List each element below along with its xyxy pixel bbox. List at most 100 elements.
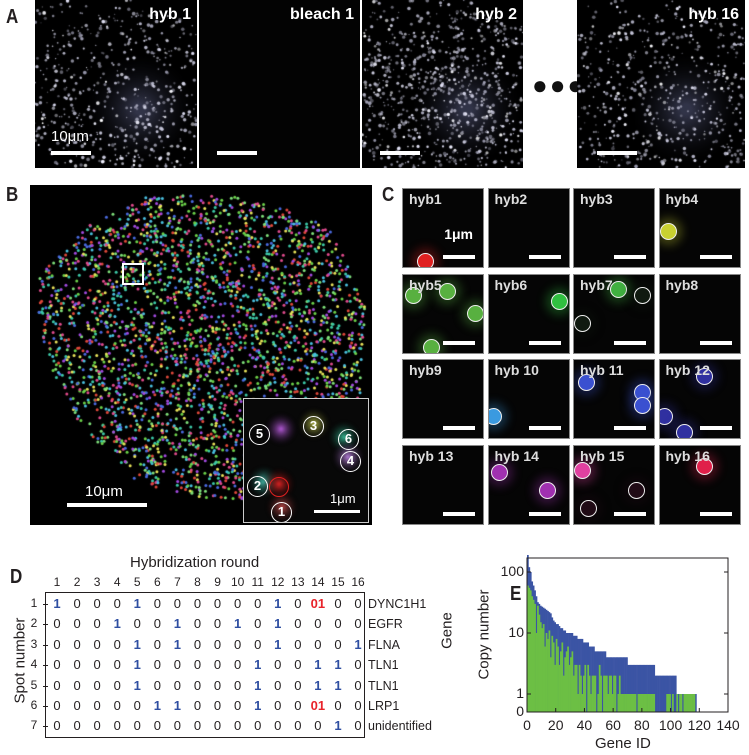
micrograph-hyb2: hyb 2: [362, 0, 523, 168]
x-axis-label: Gene ID: [595, 735, 651, 752]
barcode-cell: 0: [213, 596, 222, 611]
panel-label-d: D: [10, 566, 23, 588]
barcode-cell: 0: [354, 677, 362, 693]
bar-subset-50: [598, 664, 601, 712]
barcode-table: [45, 592, 365, 738]
tile-hyb-16: hyb 16: [658, 444, 741, 525]
barcode-cell: 1: [173, 636, 182, 652]
bar-total-80: [641, 664, 644, 712]
barcode-cell: 0: [153, 677, 161, 693]
x-tick-label: 0: [523, 717, 531, 733]
bar-subset-80: [641, 694, 644, 712]
barcode-cell: 0: [213, 718, 222, 734]
column-header: 3: [93, 575, 101, 589]
bar-subset-114: [690, 694, 693, 712]
bar-total-44: [590, 646, 592, 712]
bar-total-67: [623, 657, 625, 712]
spot-circle: [659, 408, 673, 425]
bar-total-63: [617, 657, 620, 712]
bar-subset-20: [555, 638, 558, 712]
row-header: 4: [30, 657, 38, 672]
column-header: 6: [154, 575, 161, 589]
row-tick: [43, 685, 48, 687]
barcode-cell: 0: [113, 636, 121, 652]
barcode-cell: 1: [334, 677, 342, 693]
barcode-cell: 1: [314, 657, 322, 673]
barcode-cell: 0: [294, 636, 302, 652]
inset-spot-3: 3: [303, 416, 324, 437]
zoom-region-box: [122, 263, 144, 285]
panel-label-e: E: [510, 583, 522, 605]
barcode-cell: 0: [73, 616, 81, 632]
row-tick: [43, 604, 48, 605]
barcode-cell: 0: [193, 677, 202, 693]
bar-subset-56: [607, 694, 610, 712]
bar-subset-88: [653, 694, 656, 712]
column-header: 8: [194, 575, 201, 589]
bar-subset-87: [651, 694, 654, 712]
gene-axis-label: Gene: [438, 612, 456, 649]
barcode-cell: 0: [274, 677, 282, 693]
tile-hyb-4: hyb4: [658, 188, 741, 268]
x-tick-label: 20: [547, 717, 564, 733]
bar-subset-28: [567, 646, 569, 712]
bar-total-68: [624, 657, 627, 712]
bar-subset-58: [610, 675, 613, 712]
bar-total-100: [670, 675, 673, 712]
barcode-cell: 0: [334, 616, 342, 632]
bar-total-89: [654, 675, 657, 712]
barcode-cell: 0: [133, 616, 141, 632]
gene-name: LRP1: [368, 699, 400, 713]
row-tick: [43, 644, 48, 646]
bar-total-66: [621, 657, 624, 712]
scale-bar: [380, 151, 420, 155]
spot-circle: [490, 463, 508, 481]
bar-subset-29: [568, 664, 571, 712]
y-tick-label: 100: [500, 563, 524, 579]
bar-subset-31: [571, 651, 574, 712]
bar-total-92: [659, 675, 661, 712]
tile-hyb-15: hyb 15: [573, 444, 655, 525]
barcode-cell: 1: [173, 698, 182, 713]
bar-subset-54: [604, 675, 607, 712]
tile-label: hyb4: [665, 191, 699, 207]
bar-total-37: [580, 638, 582, 712]
bar-subset-13: [545, 633, 548, 712]
scale-bar: [699, 511, 732, 516]
barcode-cell: 0: [53, 616, 61, 632]
barcode-cell: 0: [354, 718, 362, 734]
barcode-cell: 0: [113, 718, 121, 734]
column-header: 12: [271, 575, 285, 589]
spot-circle: [538, 481, 556, 499]
bar-subset-26: [564, 657, 567, 712]
panel-label-b: B: [6, 184, 19, 206]
tile-hyb-9: hyb9: [402, 359, 484, 439]
y-tick-label: 10: [508, 624, 524, 640]
barcode-cell: 1: [113, 616, 121, 632]
bar-subset-16: [549, 657, 552, 712]
barcode-cell: 0: [153, 616, 161, 632]
barcode-cell: 0: [234, 698, 242, 713]
scale-bar: [699, 340, 732, 345]
bar-subset-17: [551, 635, 554, 712]
bar-subset-69: [626, 694, 628, 712]
bar-subset-73: [631, 694, 634, 712]
tile-hyb-10: hyb 10: [487, 359, 570, 439]
bar-total-41: [585, 642, 588, 712]
spot-circle: [578, 374, 595, 391]
plot-frame: [526, 557, 729, 713]
tile-hyb-6: hyb6: [487, 273, 570, 354]
bar-total-108: [682, 694, 684, 712]
row-header: 3: [30, 636, 38, 651]
barcode-cell: 0: [53, 677, 61, 693]
tile-hyb-11: hyb 11: [573, 359, 655, 439]
bar-subset-113: [689, 694, 691, 712]
barcode-cell: 0: [53, 636, 61, 652]
bar-total-96: [664, 675, 667, 712]
barcode-cell: 0: [314, 718, 322, 734]
bar-total-69: [626, 657, 628, 712]
bar-total-77: [637, 664, 640, 712]
bar-total-71: [628, 664, 631, 712]
barcode-cell: 0: [173, 657, 182, 673]
